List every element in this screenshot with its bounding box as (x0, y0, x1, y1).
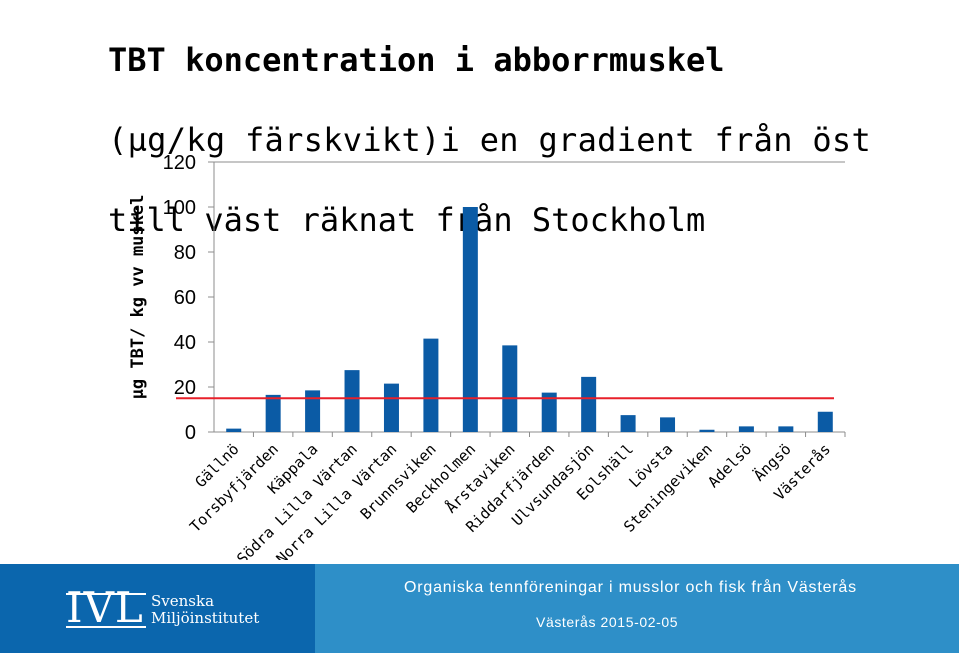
y-tick-label: 0 (185, 422, 196, 444)
bar (817, 411, 833, 432)
bar (778, 426, 794, 432)
bar (305, 390, 321, 432)
y-axis-label: µg TBT/ kg vv muskel (128, 195, 148, 400)
bar (660, 417, 676, 432)
bar (541, 392, 557, 432)
ivl-logo-text: IVL (66, 583, 144, 632)
bar (423, 338, 439, 432)
y-tick-label: 40 (174, 332, 196, 354)
title-line-1: TBT koncentration i abborrmuskel (108, 41, 725, 79)
bar (344, 370, 360, 432)
bar (502, 345, 518, 432)
y-tick-label: 100 (163, 197, 196, 219)
logo-rule-bottom (66, 626, 146, 628)
logo-rule-top (66, 593, 146, 595)
y-tick-label: 120 (163, 152, 196, 174)
bar (620, 415, 636, 432)
org-name-line-2: Miljöinstitutet (151, 609, 260, 627)
bar (699, 429, 715, 432)
bar (462, 207, 478, 432)
bar (581, 376, 597, 432)
bar (383, 383, 399, 432)
y-tick-label: 60 (174, 287, 196, 309)
bar-chart: µg TBT/ kg vv muskel020406080100120Gälln… (128, 152, 846, 560)
presentation-title: Organiska tennföreningar i musslor och f… (404, 579, 857, 596)
bar (226, 428, 242, 432)
bar (738, 426, 754, 432)
ivl-logo: IVL Svenska Miljöinstitutet (0, 564, 315, 653)
y-tick-label: 80 (174, 242, 196, 264)
footer-bar: IVL Svenska Miljöinstitutet Organiska te… (0, 564, 959, 653)
bar (265, 394, 281, 432)
title-line-2: (µg/kg färskvikt)i en gradient från öst (108, 121, 872, 159)
presentation-date: Västerås 2015-02-05 (536, 614, 679, 630)
x-tick-label: Adelsö (704, 440, 755, 491)
org-name-line-1: Svenska (151, 592, 215, 610)
y-tick-label: 20 (174, 377, 196, 399)
